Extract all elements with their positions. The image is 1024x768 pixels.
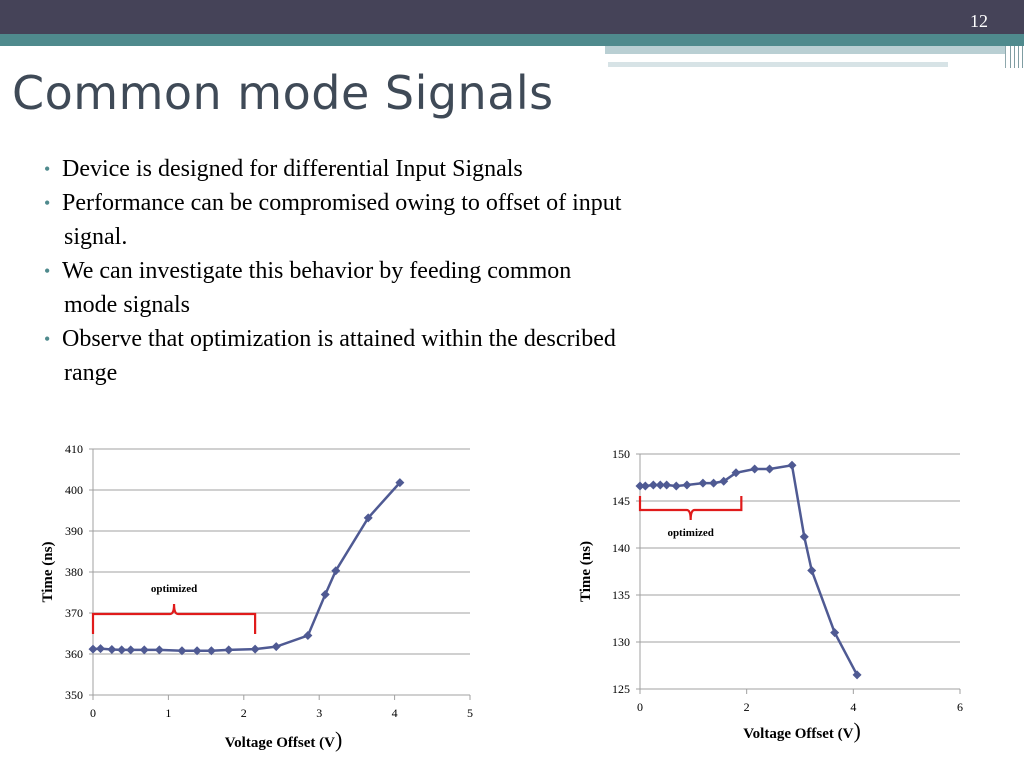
data-point bbox=[363, 513, 373, 523]
bullet-list: • Device is designed for differential Inp… bbox=[44, 152, 844, 390]
y-axis-label: Time (ns) bbox=[578, 541, 594, 602]
data-point bbox=[655, 480, 665, 490]
bullet-text: Device is designed for differential Inpu… bbox=[62, 156, 523, 182]
data-point bbox=[852, 670, 862, 680]
data-point bbox=[765, 464, 775, 474]
y-tick-label: 145 bbox=[612, 494, 630, 508]
x-tick-label: 4 bbox=[392, 706, 398, 720]
bullet-icon: • bbox=[44, 193, 51, 213]
bullet-text: We can investigate this behavior by feed… bbox=[62, 258, 572, 284]
slide-number: 12 bbox=[970, 11, 988, 31]
header-decoration bbox=[1005, 46, 1006, 68]
data-point bbox=[224, 645, 234, 655]
data-point bbox=[750, 464, 760, 474]
bullet-text-continued: range bbox=[64, 360, 118, 386]
x-tick-label: 3 bbox=[316, 706, 322, 720]
data-point bbox=[698, 478, 708, 488]
bullet-icon: • bbox=[44, 261, 51, 281]
x-tick-label: 4 bbox=[850, 700, 856, 714]
data-point bbox=[799, 532, 809, 542]
header-decoration bbox=[608, 62, 948, 67]
optimized-label: optimized bbox=[151, 583, 197, 595]
y-tick-label: 125 bbox=[612, 682, 630, 696]
optimized-bracket bbox=[91, 603, 257, 634]
bullet-icon: • bbox=[44, 159, 51, 179]
series-line bbox=[640, 463, 859, 676]
bullet-item: • We can investigate this behavior by fee… bbox=[44, 254, 844, 322]
x-tick-label: 1 bbox=[165, 706, 171, 720]
data-point bbox=[395, 478, 405, 488]
data-point bbox=[709, 478, 719, 488]
data-point bbox=[731, 468, 741, 478]
data-point bbox=[787, 460, 797, 470]
y-tick-label: 410 bbox=[65, 442, 83, 456]
data-point bbox=[177, 646, 187, 656]
data-point bbox=[250, 644, 260, 654]
y-tick-label: 150 bbox=[612, 447, 630, 461]
bullet-icon: • bbox=[44, 329, 51, 349]
data-point bbox=[662, 480, 672, 490]
header-decoration bbox=[605, 46, 1005, 54]
data-point bbox=[671, 481, 681, 491]
bullet-item: • Performance can be compromised owing to… bbox=[44, 186, 844, 254]
bullet-text: Performance can be compromised owing to … bbox=[62, 190, 622, 216]
header-decoration bbox=[1010, 46, 1024, 68]
header-accent-band bbox=[0, 34, 1024, 46]
data-point bbox=[807, 566, 817, 576]
x-tick-label: 0 bbox=[637, 700, 643, 714]
data-point bbox=[154, 645, 164, 655]
y-tick-label: 370 bbox=[65, 606, 83, 620]
data-point bbox=[331, 566, 341, 576]
data-point bbox=[719, 476, 729, 486]
data-point bbox=[107, 644, 117, 654]
data-point bbox=[139, 645, 149, 655]
slide-title: Common mode Signals bbox=[12, 66, 554, 120]
data-point bbox=[648, 480, 658, 490]
x-axis-label: Voltage Offset (V) bbox=[743, 718, 861, 743]
x-tick-label: 2 bbox=[241, 706, 247, 720]
data-point bbox=[682, 480, 692, 490]
data-point bbox=[303, 631, 313, 641]
x-axis-label-paren: ) bbox=[335, 727, 342, 752]
data-point bbox=[117, 645, 127, 655]
bullet-text-continued: signal. bbox=[64, 224, 128, 250]
bullet-text: Observe that optimization is attained wi… bbox=[62, 326, 616, 352]
data-point bbox=[192, 646, 202, 656]
data-point bbox=[88, 644, 98, 654]
data-point bbox=[830, 628, 840, 638]
y-axis-label: Time (ns) bbox=[40, 542, 56, 603]
y-tick-label: 130 bbox=[612, 635, 630, 649]
bullet-item: • Observe that optimization is attained w… bbox=[44, 322, 844, 390]
y-tick-label: 350 bbox=[65, 688, 83, 702]
y-tick-label: 400 bbox=[65, 483, 83, 497]
y-tick-label: 360 bbox=[65, 647, 83, 661]
y-tick-label: 135 bbox=[612, 588, 630, 602]
y-tick-label: 390 bbox=[65, 524, 83, 538]
bullet-item: • Device is designed for differential Inp… bbox=[44, 152, 844, 186]
series-line bbox=[92, 481, 401, 652]
optimized-label: optimized bbox=[667, 527, 713, 539]
x-axis-label: Voltage Offset (V) bbox=[225, 727, 343, 752]
data-point bbox=[96, 644, 106, 654]
data-point bbox=[206, 646, 216, 656]
header-band bbox=[0, 0, 1024, 34]
x-tick-label: 5 bbox=[467, 706, 473, 720]
y-tick-label: 380 bbox=[65, 565, 83, 579]
bullet-text-continued: mode signals bbox=[64, 292, 190, 318]
x-tick-label: 2 bbox=[744, 700, 750, 714]
data-point bbox=[635, 481, 645, 491]
optimized-bracket bbox=[638, 496, 743, 521]
data-point bbox=[320, 590, 330, 600]
data-point bbox=[640, 481, 650, 491]
data-point bbox=[126, 645, 136, 655]
x-axis-label-paren: ) bbox=[853, 718, 860, 743]
x-tick-label: 6 bbox=[957, 700, 963, 714]
y-tick-label: 140 bbox=[612, 541, 630, 555]
data-point bbox=[271, 642, 281, 652]
x-tick-label: 0 bbox=[90, 706, 96, 720]
